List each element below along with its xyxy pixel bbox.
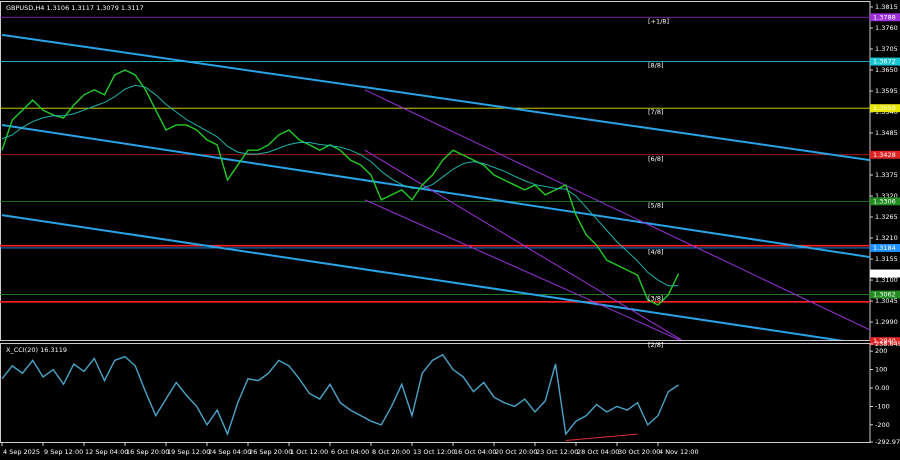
x-tick-label: 16 Oct 04:00 (454, 448, 496, 456)
y-tick-label: 1.3760 (875, 24, 898, 32)
y-tick-label: 1.3155 (875, 255, 898, 263)
y-tick-label: 1.3485 (875, 129, 898, 137)
trend-line (1, 123, 870, 259)
last-price-box (870, 269, 900, 278)
series-line (1, 69, 680, 306)
y-tick-label: 1.3595 (875, 87, 898, 95)
price-box-label: 1.3062 (873, 291, 896, 299)
y-tick-label: -100 (875, 402, 890, 410)
x-tick-label: 26 Sep 20:00 (249, 448, 292, 456)
y-tick-label: 1.3320 (875, 192, 898, 200)
level-name: [3/8] (648, 295, 664, 303)
y-tick-label: 1.3210 (875, 234, 898, 242)
price-box (870, 290, 900, 299)
y-tick-label: 238.6457 (875, 340, 900, 348)
chart-title: GBPUSD,H4 1.3106 1.3117 1.3079 1.3117 (6, 4, 144, 12)
trend-line (1, 214, 844, 340)
y-tick-label: 1.3815 (875, 3, 898, 11)
level-name: [8/8] (648, 62, 664, 70)
price-box (870, 150, 900, 159)
y-tick-label: 0.00 (875, 384, 889, 392)
x-tick-label: 6 Oct 04:00 (331, 448, 369, 456)
x-tick-label: 4 Sep 2025 (3, 448, 40, 456)
x-tick-label: 28 Oct 04:00 (577, 448, 619, 456)
price-box (870, 13, 900, 22)
plot-area (1, 353, 679, 442)
y-tick-label: 200 (875, 347, 887, 355)
level-name: [6/8] (648, 155, 664, 163)
y-tick-label: 1.3375 (875, 171, 898, 179)
y-tick-label: 1.3100 (875, 276, 898, 284)
y-tick-label: -292.9741 (875, 438, 900, 446)
y-tick-label: -200 (875, 421, 890, 429)
level-name: [2/8] (648, 341, 664, 349)
x-tick-label: 16 Sep 20:00 (126, 448, 169, 456)
price-box-label: 1.3672 (873, 58, 896, 66)
x-tick-label: 8 Oct 20:00 (372, 448, 410, 456)
price-box-label: 1.3306 (873, 197, 896, 205)
series-line (1, 353, 679, 437)
price-box-label: 1.3788 (873, 13, 896, 21)
trend-line (364, 199, 680, 340)
price-box-label: 1.3428 (873, 151, 896, 159)
price-box (870, 57, 900, 66)
x-tick-label: 23 Oct 12:00 (536, 448, 578, 456)
x-tick-label: 9 Sep 12:00 (44, 448, 83, 456)
price-box (870, 243, 900, 252)
cci-title: X_CCI(20) 16.3119 (6, 346, 67, 354)
y-tick-label: 100 (875, 366, 887, 374)
x-tick-label: 4 Nov 12:00 (659, 448, 699, 456)
level-name: [+1/8] (648, 17, 669, 25)
series-line (1, 84, 679, 287)
x-tick-label: 20 Oct 20:00 (495, 448, 537, 456)
x-tick-label: 13 Oct 12:00 (413, 448, 455, 456)
x-tick-label: 30 Oct 20:00 (618, 448, 660, 456)
price-box (870, 337, 900, 346)
y-tick-label: 1.3650 (875, 66, 898, 74)
trend-line (565, 433, 638, 442)
y-tick-label: 1.3265 (875, 213, 898, 221)
price-box-label: 1.2940 (873, 337, 896, 345)
main-frame (0, 1, 871, 341)
trend-line (364, 149, 683, 340)
trend-line (1, 33, 870, 162)
last-price-label: 1.3117 (873, 270, 896, 278)
y-tick-label: 1.2990 (875, 318, 898, 326)
x-tick-label: 12 Sep 04:00 (85, 448, 128, 456)
plot-area (0, 16, 870, 340)
x-tick-label: 24 Sep 04:00 (208, 448, 251, 456)
y-tick-label: 1.3045 (875, 297, 898, 305)
cci-frame (0, 343, 871, 443)
level-name: [7/8] (648, 108, 664, 116)
trend-line (364, 89, 870, 331)
level-name: [4/8] (648, 248, 664, 256)
price-box (870, 104, 900, 113)
x-tick-label: 1 Oct 12:00 (290, 448, 328, 456)
y-tick-label: 1.3705 (875, 45, 898, 53)
price-box-label: 1.3184 (873, 244, 896, 252)
level-name: [5/8] (648, 201, 664, 209)
x-tick-label: 19 Sep 12:00 (167, 448, 210, 456)
price-box (870, 197, 900, 206)
price-box-label: 1.3550 (873, 104, 896, 112)
